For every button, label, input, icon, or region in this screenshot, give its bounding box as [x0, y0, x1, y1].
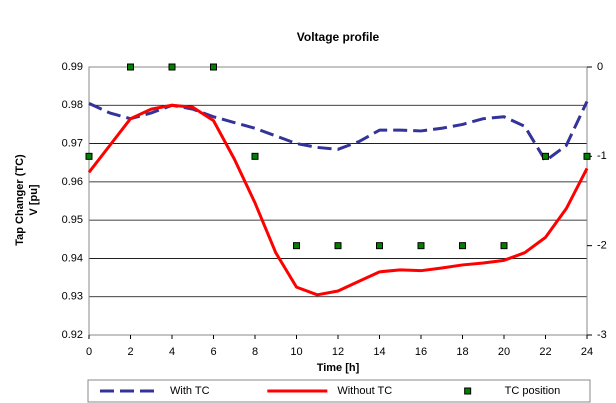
x-tick-label: 14 — [373, 346, 385, 358]
x-tick-label: 18 — [456, 346, 468, 358]
y-tick-label: 0.98 — [62, 99, 83, 111]
line — [88, 100, 589, 163]
y2-tick-label: -3 — [597, 329, 607, 341]
marker — [583, 152, 591, 160]
y-tick-label: 0.97 — [62, 137, 83, 149]
legend-box — [87, 379, 591, 403]
x-tick-label: 4 — [169, 346, 175, 358]
marker — [210, 63, 217, 71]
y2-tick-label: -2 — [597, 240, 607, 252]
x-tick-label: 2 — [127, 346, 133, 358]
y-tick-label: 0.92 — [62, 329, 83, 341]
marker — [168, 63, 176, 71]
marker — [417, 242, 425, 250]
marker — [85, 152, 93, 160]
marker — [376, 242, 383, 250]
marker — [127, 63, 134, 71]
x-tick-label: 8 — [252, 346, 258, 358]
y-tick-label: 0.99 — [62, 61, 83, 73]
y2-tick-label: 0 — [597, 61, 603, 73]
marker — [251, 152, 259, 160]
x-tick-label: 10 — [290, 346, 302, 358]
x-tick-label: 22 — [539, 346, 551, 358]
x-axis-label: Time [h] — [317, 362, 360, 374]
legend-label: With TC — [170, 385, 210, 397]
y-tick-label: 0.95 — [62, 214, 83, 226]
line — [87, 103, 589, 297]
chart-title: Voltage profile — [297, 30, 380, 44]
legend-swatch — [464, 387, 472, 395]
marker — [334, 242, 342, 250]
legend-label: Without TC — [337, 385, 392, 397]
x-tick-label: 24 — [581, 346, 593, 358]
marker — [459, 242, 466, 250]
y-tick-label: 0.93 — [62, 291, 83, 303]
x-tick-label: 6 — [210, 346, 216, 358]
marker — [542, 152, 549, 160]
y-axis-label: V [pu] — [28, 184, 40, 215]
y-tick-label: 0.96 — [62, 176, 83, 188]
x-tick-label: 20 — [498, 346, 510, 358]
x-tick-label: 16 — [415, 346, 427, 358]
x-tick-label: 0 — [86, 346, 92, 358]
marker — [293, 242, 300, 250]
x-tick-label: 12 — [332, 346, 344, 358]
y2-tick-label: -1 — [597, 150, 607, 162]
legend-label: TC position — [505, 385, 561, 397]
y-axis-label: Tap Changer (TC) — [14, 154, 26, 246]
y-tick-label: 0.94 — [62, 252, 83, 264]
marker — [500, 242, 508, 250]
